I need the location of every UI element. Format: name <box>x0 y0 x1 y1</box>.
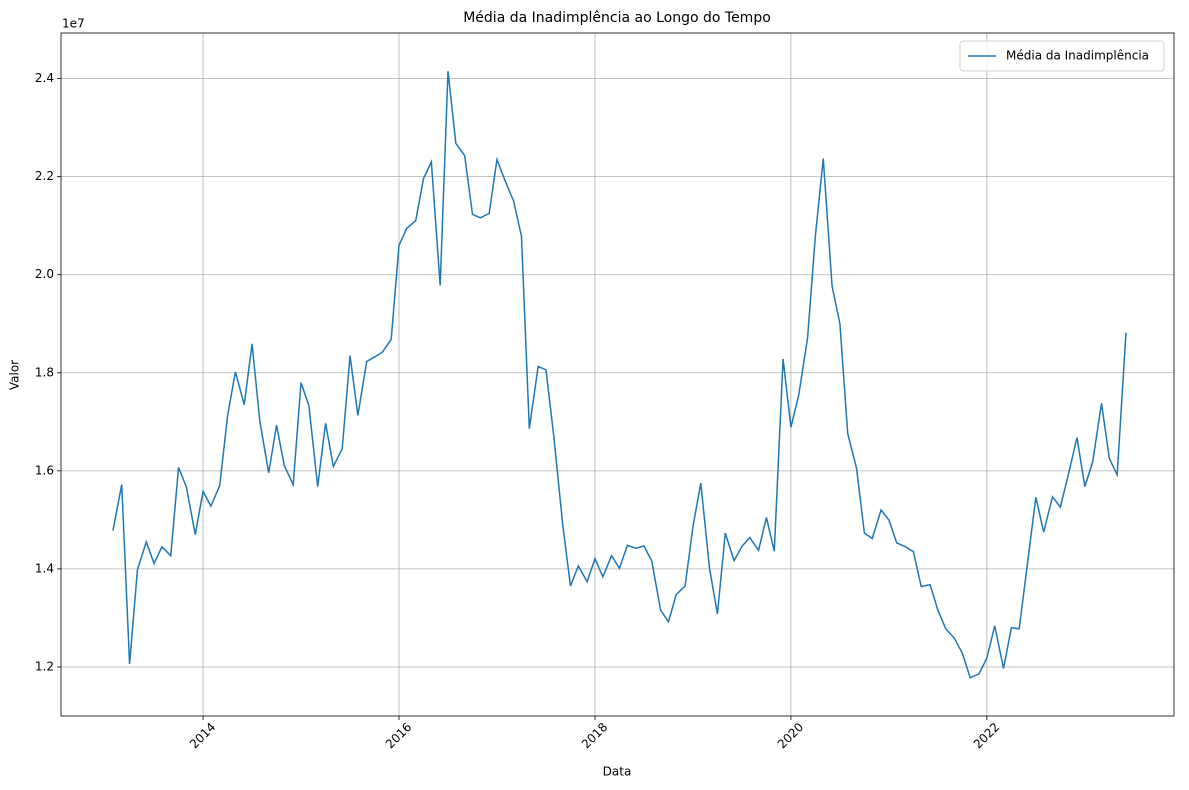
x-tick-label: 2018 <box>579 720 610 751</box>
chart-title: Média da Inadimplência ao Longo do Tempo <box>463 10 771 26</box>
plot-frame <box>60 32 1175 717</box>
y-offset-label: 1e7 <box>62 17 85 31</box>
y-tick-label: 2.0 <box>35 267 54 281</box>
x-tick-label: 2016 <box>383 720 414 751</box>
y-tick-label: 1.4 <box>35 561 54 575</box>
y-tick-label: 2.4 <box>35 71 54 85</box>
legend-label: Média da Inadimplência <box>1006 49 1149 63</box>
x-tick-label: 2014 <box>187 720 218 751</box>
x-tick-label: 2020 <box>775 720 806 751</box>
y-tick-label: 1.2 <box>35 659 54 673</box>
x-axis-label: Data <box>603 765 632 779</box>
y-tick-label: 1.6 <box>35 463 54 477</box>
legend-box <box>959 40 1165 72</box>
y-tick-label: 2.2 <box>35 169 54 183</box>
x-tick-label: 2022 <box>971 720 1002 751</box>
y-tick-label: 1.8 <box>35 365 54 379</box>
y-axis-label: Valor <box>8 360 22 390</box>
data-line <box>112 71 1127 679</box>
